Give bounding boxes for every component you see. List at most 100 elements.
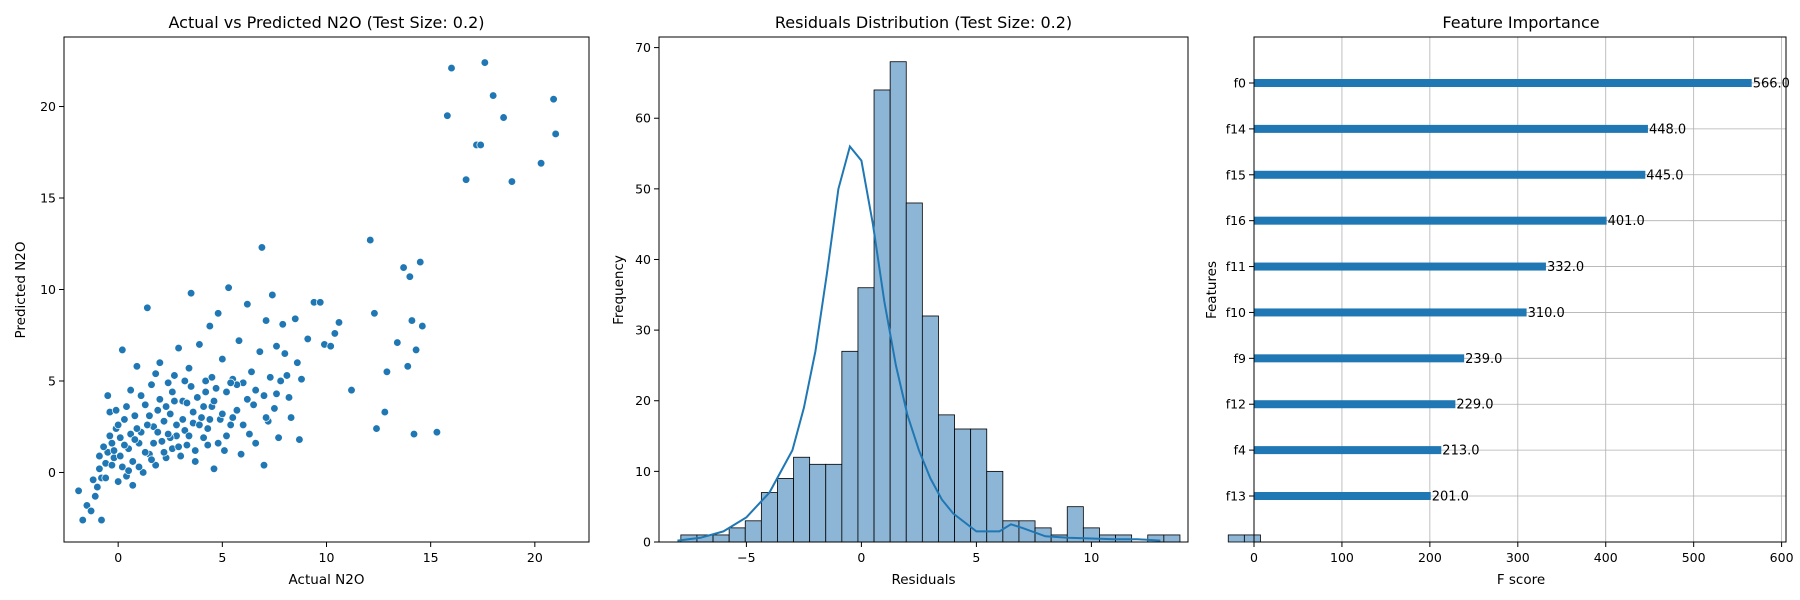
scatter-point (232, 406, 242, 415)
scatter-point (78, 515, 87, 525)
scatter-ticks: 0 5 10 15 20 0 5 10 15 20 (40, 99, 543, 565)
scatter-panel: Actual vs Predicted N2O (Test Size: 0.2)… (13, 13, 590, 588)
scatter-y-tick-label: 20 (40, 99, 56, 114)
histogram-panel: Residuals Distribution (Test Size: 0.2) … (611, 13, 1261, 588)
scatter-point (95, 464, 104, 473)
scatter-point (114, 477, 123, 486)
scatter-point (297, 375, 306, 384)
scatter-point (255, 347, 264, 356)
feature-importance-ticks: 0 100 200 300 400 500 600 f0 f14 f15 f16 f11 f10 f9 f1… (1226, 76, 1794, 566)
histogram-x-tick-label: 5 (972, 550, 980, 565)
scatter-point (203, 440, 212, 450)
scatter-point (551, 129, 560, 139)
scatter-point (272, 342, 281, 351)
scatter-point (86, 506, 96, 516)
histogram-bars (680, 61, 1261, 543)
scatter-x-tick-label: 5 (218, 550, 226, 565)
scatter-x-tick-label: 15 (423, 550, 439, 565)
scatter-point (139, 468, 148, 477)
scatter-point (122, 402, 131, 411)
histogram-bar (1066, 506, 1084, 543)
scatter-point (218, 409, 227, 419)
scatter-y-tick-label: 15 (40, 191, 56, 206)
scatter-point (136, 391, 146, 400)
scatter-point (149, 439, 158, 448)
scatter-point (118, 462, 127, 472)
scatter-point (280, 349, 289, 358)
scatter-point (270, 404, 279, 413)
scatter-point (199, 433, 208, 442)
scatter-point (272, 389, 281, 398)
scatter-point (243, 395, 252, 404)
scatter-point (405, 272, 414, 281)
scatter-point (91, 492, 100, 501)
scatter-point (259, 461, 269, 470)
scatter-point (214, 309, 223, 318)
scatter-point (107, 439, 117, 448)
scatter-point (326, 342, 335, 351)
scatter-point (159, 417, 169, 426)
feature-importance-bar-value: 448.0 (1649, 122, 1686, 137)
scatter-point (126, 429, 135, 439)
scatter-point (278, 320, 287, 329)
scatter-point (93, 482, 102, 492)
scatter-point (141, 400, 150, 409)
scatter-point (151, 369, 160, 378)
scatter-point (228, 413, 237, 422)
scatter-point (114, 420, 123, 430)
histogram-bar (777, 478, 794, 543)
scatter-point (174, 442, 183, 452)
scatter-x-label: Actual N2O (289, 572, 365, 588)
feature-importance-y-tick-label: f0 (1234, 76, 1246, 91)
histogram-y-tick-label: 40 (635, 252, 651, 267)
scatter-point (461, 175, 471, 184)
feature-importance-bar (1254, 446, 1442, 455)
feature-importance-bar-value: 310.0 (1528, 306, 1565, 321)
scatter-point (116, 433, 125, 442)
scatter-point (155, 358, 164, 367)
feature-importance-bar-value: 201.0 (1432, 490, 1469, 505)
scatter-point (143, 420, 152, 430)
scatter-point (195, 340, 204, 349)
scatter-point (118, 345, 127, 355)
histogram-bar (1243, 534, 1261, 543)
scatter-point (211, 384, 221, 393)
scatter-point (282, 371, 292, 380)
feature-importance-title: Feature Importance (1442, 13, 1599, 32)
scatter-title: Actual vs Predicted N2O (Test Size: 0.2) (169, 13, 485, 32)
kde-line (677, 144, 1161, 542)
histogram-bar (793, 456, 811, 543)
scatter-point (489, 91, 498, 100)
scatter-point (174, 343, 183, 353)
scatter-point (403, 362, 412, 371)
scatter-point (249, 400, 258, 409)
scatter-point (274, 433, 283, 442)
scatter-point (507, 177, 517, 186)
histogram-bar (921, 315, 939, 543)
scatter-point (220, 446, 229, 455)
feature-importance-y-tick-label: f4 (1234, 443, 1246, 458)
scatter-point (197, 413, 206, 422)
scatter-point (261, 316, 271, 325)
feature-importance-bar (1254, 170, 1646, 179)
scatter-point (184, 364, 194, 373)
scatter-point (316, 298, 325, 307)
histogram-bar (744, 520, 762, 543)
feature-importance-bar-value: 401.0 (1608, 214, 1645, 229)
feature-importance-x-label: F score (1497, 572, 1545, 588)
scatter-point (330, 329, 339, 338)
scatter-point (180, 376, 189, 386)
feature-importance-grid (1253, 37, 1786, 542)
feature-importance-bar (1254, 308, 1527, 317)
feature-importance-x-tick-label: 600 (1770, 550, 1794, 565)
scatter-point (205, 321, 214, 331)
feature-importance-bars: 566.0 448.0 445.0 401.0 332.0 310.0 239.0 229.0… (1254, 77, 1790, 505)
scatter-point (157, 437, 167, 446)
histogram-y-tick-label: 20 (635, 393, 651, 408)
scatter-point (134, 462, 144, 472)
scatter-point (191, 446, 200, 455)
histogram-bar (825, 463, 843, 543)
scatter-point (432, 428, 442, 437)
feature-importance-x-tick-label: 500 (1682, 550, 1706, 565)
scatter-point (382, 367, 392, 376)
